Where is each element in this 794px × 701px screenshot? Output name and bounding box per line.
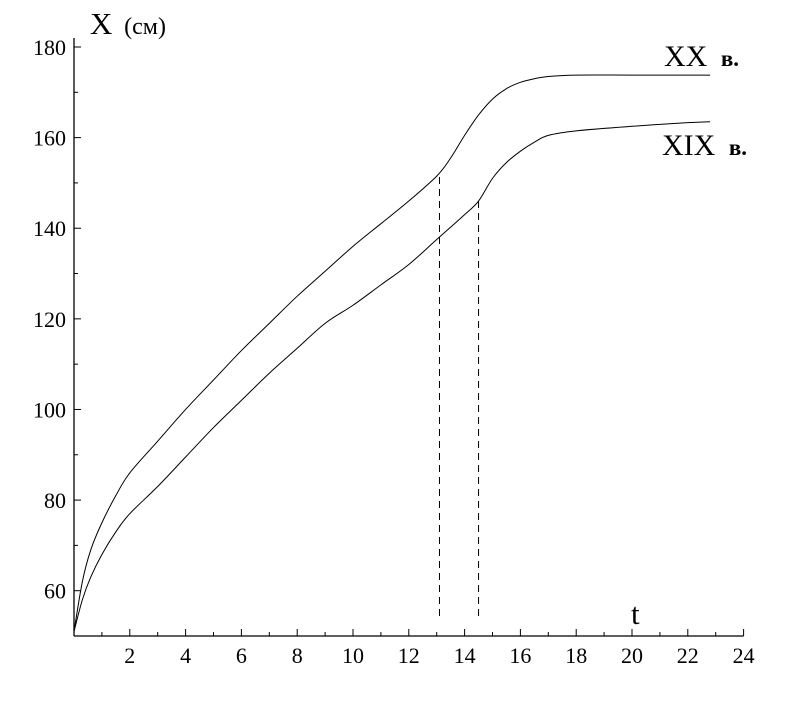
x-tick-label: 16	[509, 643, 531, 668]
y-tick-label: 100	[33, 397, 66, 422]
series-curves	[73, 74, 711, 632]
x-tick-label: 10	[342, 643, 364, 668]
x-tick-label: 22	[677, 643, 699, 668]
series-line-xx	[73, 74, 711, 632]
x-tick-label: 6	[236, 643, 247, 668]
series-suffix-xx: в.	[721, 46, 739, 71]
axes	[73, 37, 744, 637]
series-suffix-xix: в.	[729, 135, 747, 160]
y-tick-label: 180	[33, 35, 66, 60]
y-tick-label: 140	[33, 216, 66, 241]
y-tick-label: 120	[33, 307, 66, 332]
y-tick-label: 60	[44, 579, 66, 604]
x-tick-label: 8	[292, 643, 303, 668]
y-axis-label: X	[90, 6, 112, 41]
x-tick-label: 2	[124, 643, 135, 668]
x-tick-label: 4	[180, 643, 191, 668]
x-tick-label: 20	[621, 643, 643, 668]
y-axis-title: X (см)	[90, 6, 166, 41]
series-label-xix: XIX в.	[662, 129, 747, 162]
y-tick-label: 160	[33, 126, 66, 151]
x-tick-label: 14	[454, 643, 476, 668]
x-tick-label: 12	[398, 643, 420, 668]
y-axis-unit: (см)	[124, 14, 166, 40]
series-name-xx: XX	[664, 40, 708, 73]
series-name-xix: XIX	[662, 129, 716, 162]
series-label-xx: XX в.	[664, 40, 739, 73]
y-tick-label: 80	[44, 488, 66, 513]
x-tick-label: 18	[565, 643, 587, 668]
series-line-xix	[73, 121, 711, 632]
reference-lines	[438, 172, 480, 616]
x-tick-label: 24	[733, 643, 755, 668]
x-axis-label: t	[631, 596, 640, 631]
